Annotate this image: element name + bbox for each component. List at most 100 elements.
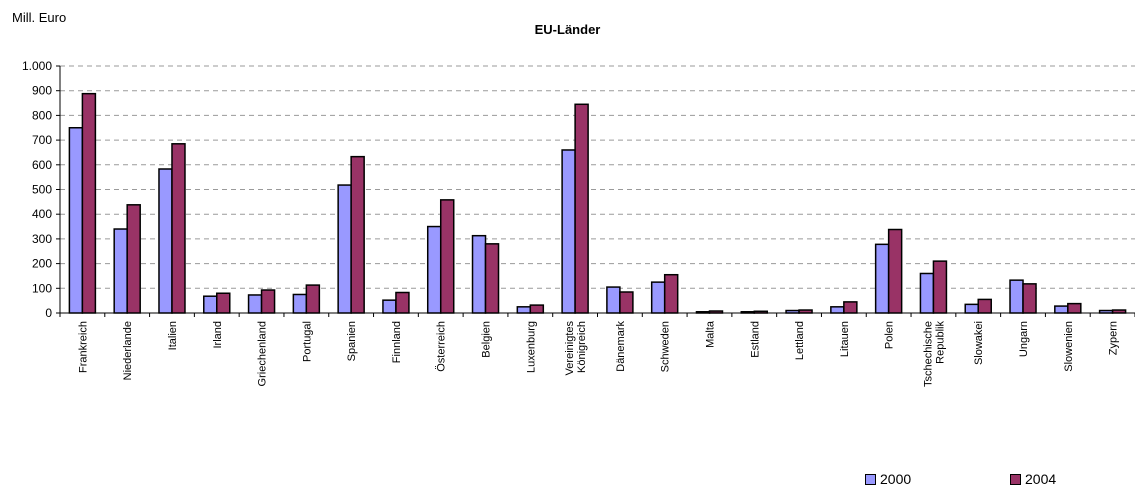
bar-2000-8 — [426, 225, 442, 314]
x-tick-label-line: Italien — [167, 321, 179, 350]
x-tick-label: Griechenland — [257, 321, 269, 386]
bar-2004-22 — [1067, 302, 1082, 314]
x-tick-label-line: Lettland — [794, 321, 806, 360]
bar-2000-19 — [919, 272, 935, 314]
bar-2000-7 — [382, 299, 397, 314]
x-tick-label-line: Slowakei — [973, 321, 985, 365]
bar-2004-11 — [574, 103, 589, 314]
x-tick-label: Dänemark — [615, 321, 627, 372]
bar-2000-4 — [247, 294, 263, 314]
x-tick-label-line: Malta — [704, 320, 716, 348]
y-tick-label: 300 — [32, 232, 52, 246]
x-tick-label-line: Dänemark — [615, 321, 627, 372]
x-tick-label: Slowenien — [1063, 321, 1075, 372]
bar-2004-20 — [977, 298, 992, 314]
x-tick-label-line: Österreich — [436, 321, 448, 372]
x-tick-label: Österreich — [436, 321, 448, 372]
x-tick-label: Litauen — [839, 321, 851, 357]
bar-2000-10 — [516, 306, 532, 314]
x-tick-label-line: Zypern — [1108, 321, 1120, 355]
x-tick-label-line: Republik — [934, 321, 946, 364]
y-tick-label: 0 — [45, 306, 52, 320]
x-tick-label-line: Finnland — [391, 321, 403, 363]
bar-2004-8 — [439, 199, 455, 314]
x-tick-label-line: Vereinigtes — [564, 321, 576, 376]
bar-2000-9 — [471, 234, 487, 314]
bar-2000-2 — [158, 168, 173, 314]
x-tick-label-line: Portugal — [301, 321, 313, 362]
y-tick-label: 100 — [32, 281, 52, 295]
x-tick-label-line: Belgien — [481, 321, 493, 358]
x-tick-label-line: Ungarn — [1018, 321, 1030, 357]
x-tick-label: Estland — [749, 321, 761, 358]
x-tick-label: Spanien — [346, 321, 358, 361]
bar-2000-11 — [561, 149, 576, 314]
x-tick-label: Belgien — [481, 321, 493, 358]
bar-2004-21 — [1022, 283, 1037, 314]
bar-2000-5 — [292, 293, 308, 314]
y-tick-label: 500 — [32, 183, 52, 197]
x-tick-label: Irland — [212, 321, 224, 349]
bar-2004-2 — [171, 143, 186, 314]
legend-label-2004: 2004 — [1025, 471, 1057, 487]
x-tick-label: Frankreich — [77, 321, 89, 373]
bar-2004-6 — [350, 155, 365, 314]
bar-2004-5 — [305, 284, 321, 314]
bar-2000-0 — [68, 127, 84, 314]
x-tick-label-line: Slowenien — [1063, 321, 1075, 372]
x-tick-label: Malta — [704, 320, 716, 348]
y-tick-label: 200 — [32, 257, 52, 271]
x-tick-label: VereinigtesKönigreich — [564, 321, 588, 376]
bar-2000-6 — [337, 184, 352, 314]
bar-2004-9 — [484, 243, 500, 314]
bar-2004-17 — [843, 301, 858, 314]
x-tick-label-line: Griechenland — [257, 321, 269, 386]
bar-2000-22 — [1054, 305, 1069, 314]
y-tick-label: 400 — [32, 207, 52, 221]
x-tick-label-line: Frankreich — [77, 321, 89, 373]
y-tick-label: 700 — [32, 133, 52, 147]
bar-2004-12 — [619, 291, 634, 314]
y-tick-label: 1.000 — [22, 59, 52, 73]
x-tick-label: Niederlande — [122, 321, 134, 380]
bar-2004-0 — [81, 92, 97, 314]
bar-2004-18 — [887, 228, 903, 314]
legend-swatch-2004 — [1010, 473, 1021, 485]
x-tick-label-line: Luxenburg — [525, 321, 537, 373]
x-tick-label-line: Litauen — [839, 321, 851, 357]
bar-2004-19 — [932, 260, 948, 314]
x-tick-label: Schweden — [660, 321, 672, 372]
x-tick-label: Luxenburg — [525, 321, 537, 373]
bar-2004-10 — [529, 304, 545, 314]
bar-2000-17 — [830, 306, 845, 314]
bar-2000-20 — [964, 303, 979, 314]
bar-2004-7 — [395, 291, 410, 314]
legend-swatch-2000 — [865, 473, 876, 485]
x-tick-label: Lettland — [794, 321, 806, 360]
bar-2000-13 — [650, 281, 666, 314]
x-tick-label-line: Spanien — [346, 321, 358, 361]
legend-label-2000: 2000 — [880, 471, 912, 487]
x-tick-label: Ungarn — [1018, 321, 1030, 357]
bar-2000-3 — [203, 295, 218, 314]
x-tick-label: Polen — [884, 321, 896, 349]
bar-2000-12 — [606, 286, 621, 314]
chart-title: EU-Länder — [534, 22, 601, 37]
x-tick-label: Zypern — [1108, 321, 1120, 355]
x-tick-label: Portugal — [301, 321, 313, 362]
x-tick-label-line: Estland — [749, 321, 761, 358]
bar-2004-4 — [260, 289, 276, 314]
x-tick-label: Italien — [167, 321, 179, 350]
x-tick-label-line: Polen — [884, 321, 896, 349]
x-tick-label: Slowakei — [973, 321, 985, 365]
bar-2004-13 — [663, 273, 679, 314]
bar-2000-1 — [113, 228, 128, 314]
x-tick-label-line: Irland — [212, 321, 224, 349]
y-tick-label: 800 — [32, 108, 52, 122]
y-tick-label: 900 — [32, 84, 52, 98]
bar-2000-18 — [874, 243, 890, 314]
x-tick-label-line: Tschechische — [922, 321, 934, 387]
bar-2004-3 — [216, 292, 231, 314]
y-axis-unit-label: Mill. Euro — [12, 10, 67, 25]
